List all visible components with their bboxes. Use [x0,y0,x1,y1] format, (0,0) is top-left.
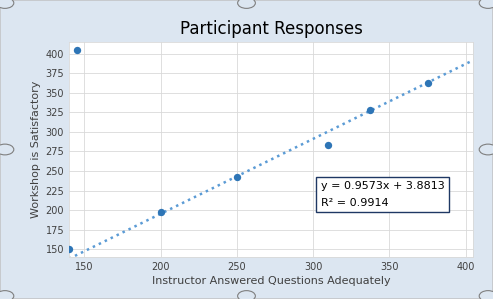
Text: y = 0.9573x + 3.8813
R² = 0.9914: y = 0.9573x + 3.8813 R² = 0.9914 [321,181,445,208]
X-axis label: Instructor Answered Questions Adequately: Instructor Answered Questions Adequately [152,276,390,286]
Point [366,108,374,112]
Title: Participant Responses: Participant Responses [180,19,362,38]
Point [233,174,241,179]
Point [72,47,80,52]
Point [423,81,431,86]
Point [157,209,165,214]
Y-axis label: Workshop is Satisfactory: Workshop is Satisfactory [31,81,41,218]
Point [324,143,332,148]
Point [65,247,73,252]
